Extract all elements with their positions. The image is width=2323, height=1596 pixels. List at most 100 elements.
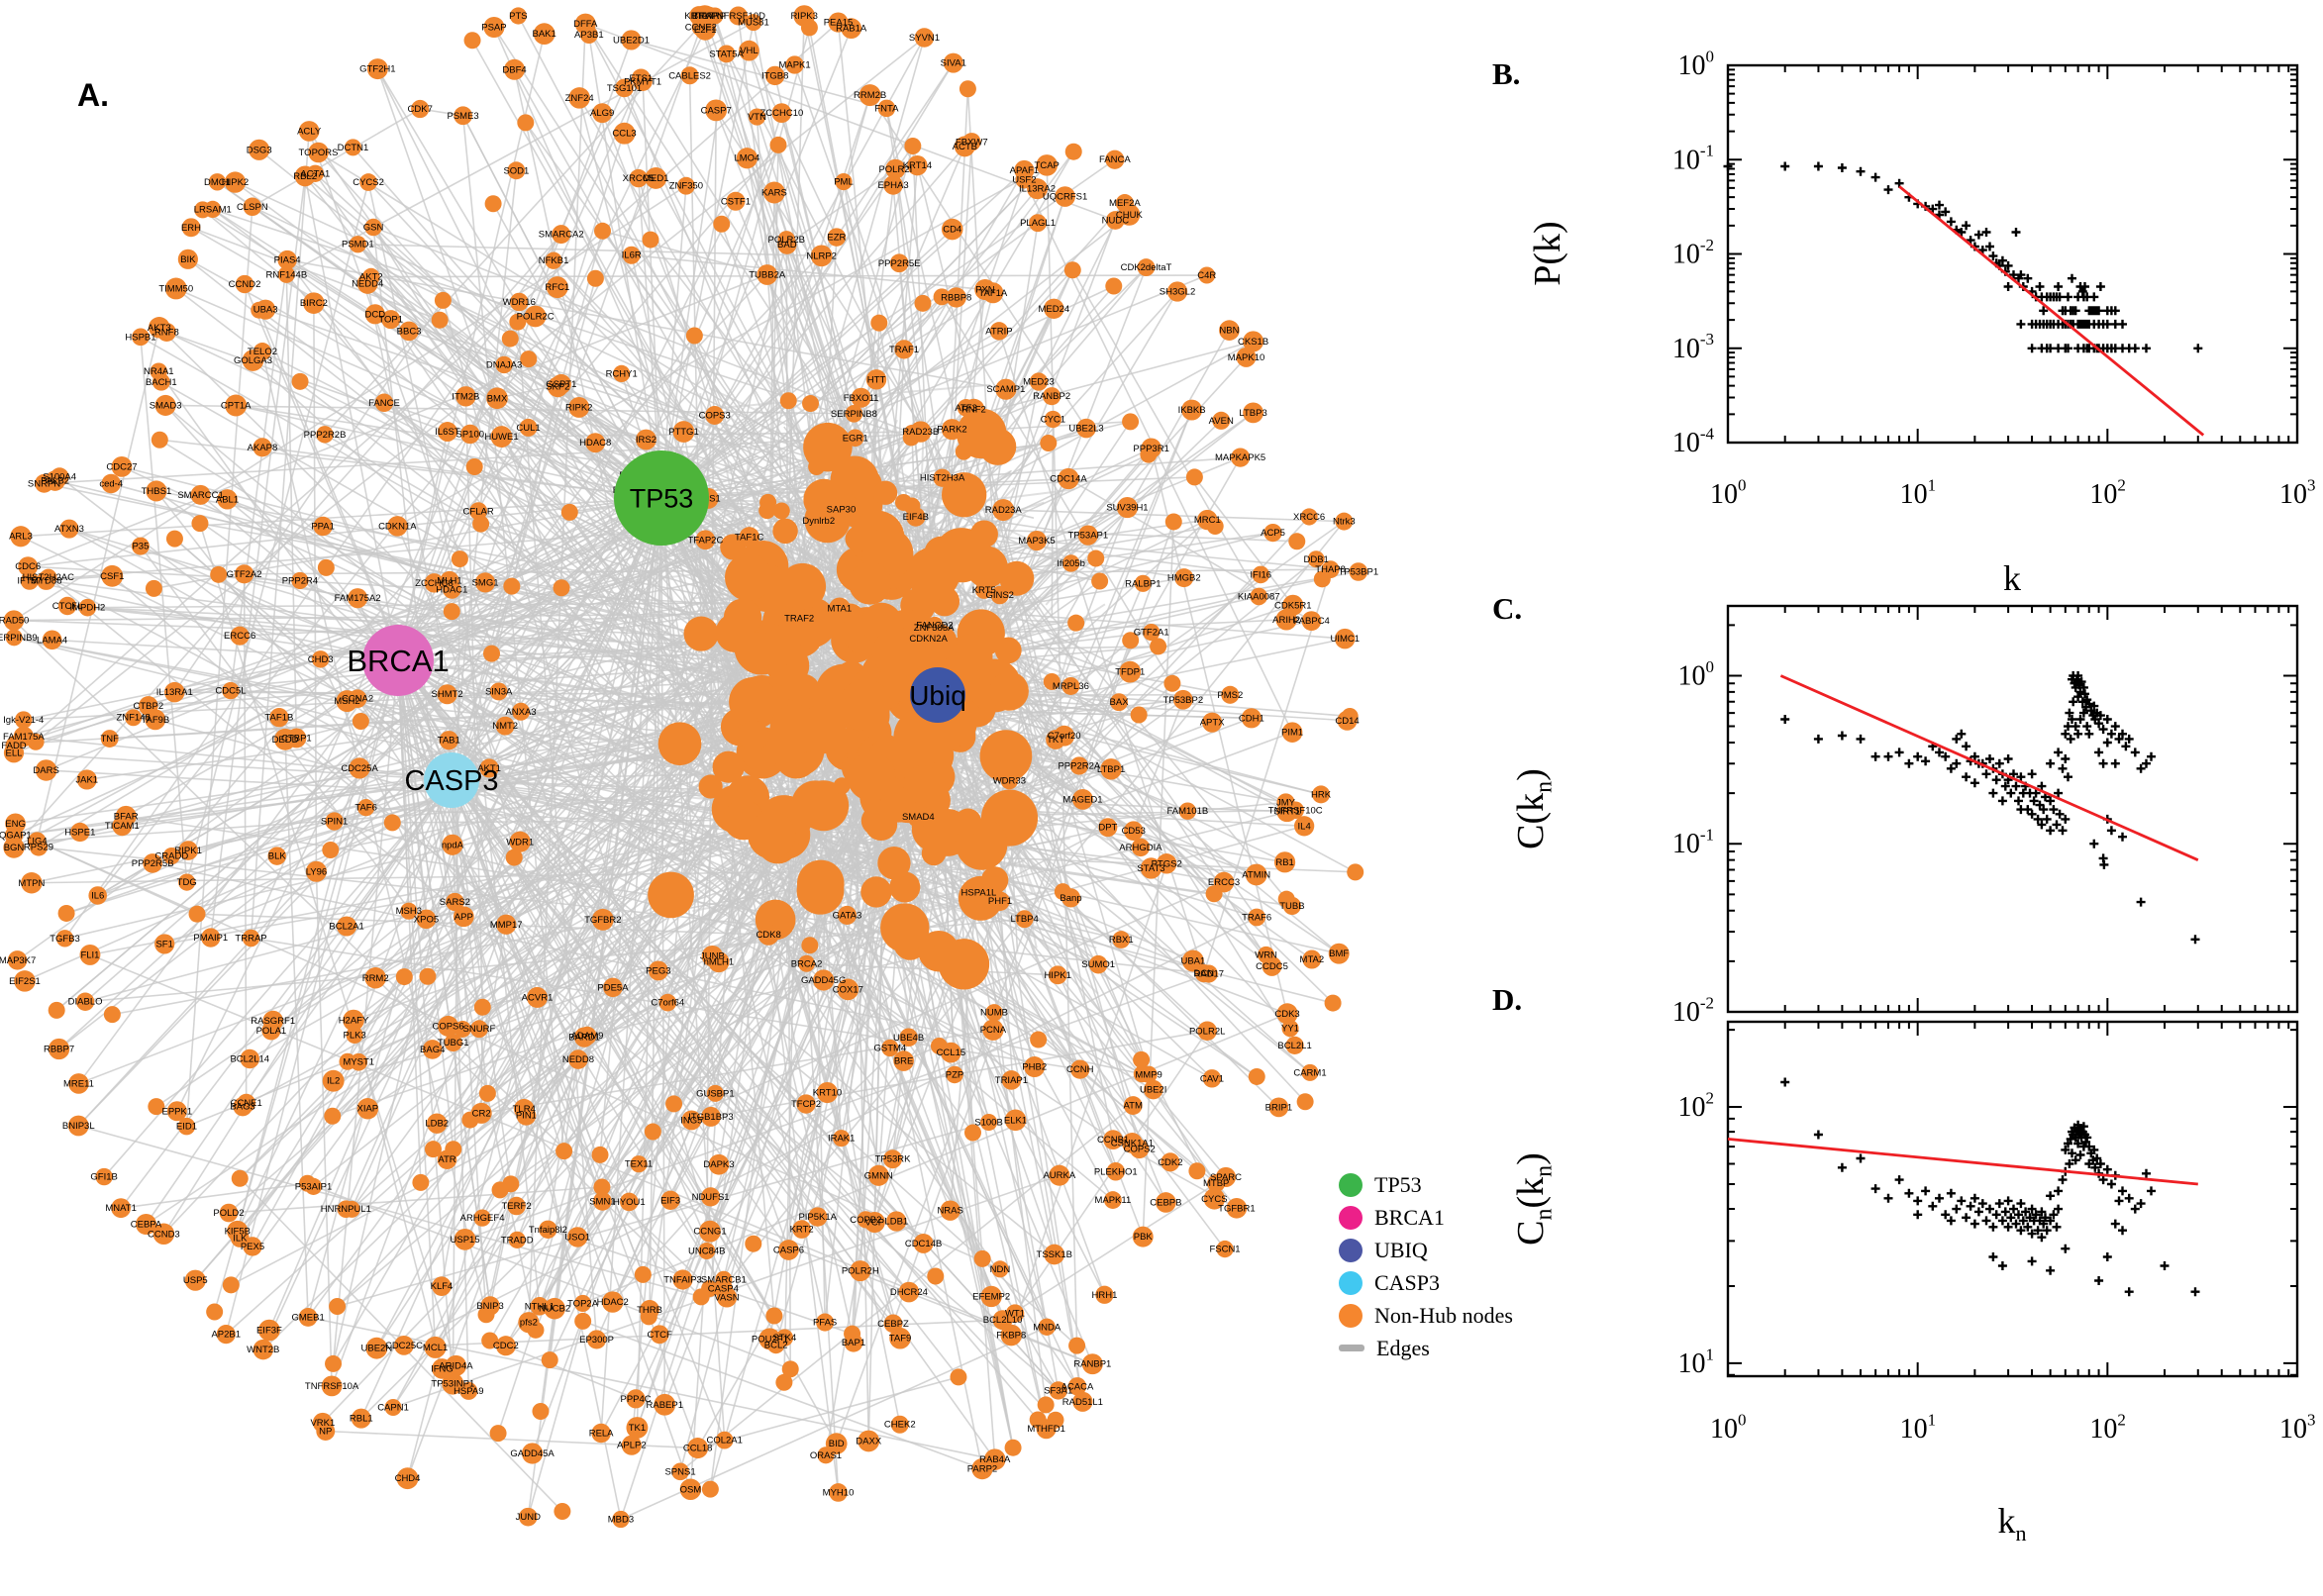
node-label: BAK1	[532, 29, 556, 40]
network-edge	[620, 719, 884, 1520]
node-label: TICAM1	[105, 821, 140, 832]
node-label: XPO5	[414, 914, 439, 925]
node-label: ACLY	[297, 126, 322, 137]
network-node	[1072, 1391, 1093, 1412]
network-node	[424, 573, 445, 593]
node-label: TRAF2	[784, 613, 814, 624]
x-tick-label: 101	[1900, 475, 1937, 510]
network-node	[870, 314, 888, 332]
network-node	[14, 970, 36, 992]
network-node	[1276, 1003, 1298, 1025]
node-label: VHL	[740, 46, 758, 56]
network-node	[365, 1337, 388, 1359]
network-node	[346, 1026, 363, 1045]
node-label: CCDC5	[1256, 961, 1288, 972]
node-label: ANXA3	[505, 707, 536, 718]
network-node	[230, 626, 250, 646]
node-label: HYOU1	[613, 1197, 646, 1208]
network-node	[184, 1269, 206, 1291]
network-node	[1004, 1439, 1022, 1456]
node-label: TAF6	[354, 803, 377, 814]
network-node	[991, 1260, 1009, 1278]
node-label: ZCCHC10	[759, 108, 803, 119]
network-node	[1277, 890, 1295, 908]
network-node	[541, 1351, 558, 1369]
node-label: CDKN1A	[378, 521, 417, 532]
node-label: CTCFL	[52, 601, 83, 612]
node-label: NFKB1	[539, 255, 569, 266]
network-node	[222, 1276, 240, 1294]
network-edge	[257, 309, 453, 781]
network-edge	[51, 639, 399, 661]
node-label: BAD	[777, 240, 797, 250]
network-node	[1243, 331, 1264, 352]
node-label: RNF2	[961, 405, 986, 416]
network-node	[1103, 1191, 1122, 1209]
fit-line	[1898, 185, 2205, 437]
node-label: SYVN1	[909, 33, 940, 44]
network-node	[7, 950, 28, 970]
network-node	[963, 1124, 981, 1142]
node-swatch-icon	[1339, 1205, 1363, 1230]
network-edge	[525, 122, 1114, 1201]
node-label: CLSPN	[237, 202, 268, 213]
y-axis-title: P(k)	[1527, 221, 1568, 285]
network-node	[1029, 372, 1049, 391]
network-node	[672, 421, 695, 443]
node-label: CCNB1	[1097, 1135, 1129, 1146]
node-label: CASP7	[701, 105, 732, 116]
node-label: PTGS2	[1152, 858, 1182, 869]
network-edge	[397, 33, 546, 661]
node-label: PKMYT1	[624, 76, 661, 87]
network-node	[507, 161, 526, 180]
network-node	[37, 570, 56, 590]
network-node	[361, 267, 380, 286]
node-label: CD53	[1122, 826, 1146, 837]
network-edge	[540, 497, 662, 1412]
network-edge	[660, 341, 1254, 499]
node-label: TNFRSF10A	[305, 1381, 359, 1392]
node-label: CCNE1	[231, 1098, 262, 1109]
network-node	[715, 1431, 734, 1449]
network-node	[305, 860, 327, 882]
network-node	[316, 426, 334, 444]
node-label: GTF2H1	[359, 64, 395, 75]
network-node	[306, 164, 325, 182]
node-label: RAD23A	[985, 505, 1023, 516]
node-label: RAB4A	[979, 1454, 1011, 1465]
network-node	[1044, 410, 1062, 429]
network-node	[556, 1143, 573, 1160]
node-label: E2F1	[694, 25, 717, 36]
network-node	[700, 1187, 721, 1207]
network-node	[303, 292, 325, 314]
node-label: RBX1	[1109, 935, 1134, 946]
network-node	[941, 419, 963, 441]
node-label: MYH10	[823, 1487, 855, 1498]
node-label: ARHGDIA	[1119, 843, 1162, 853]
network-node	[567, 1227, 588, 1247]
network-node	[100, 730, 119, 748]
network-node	[18, 556, 39, 577]
node-label: BACH1	[146, 377, 177, 388]
node-label: NEDD4	[352, 278, 383, 289]
network-node	[955, 443, 972, 460]
node-label: TFAP2C	[687, 535, 723, 546]
network-edge	[145, 779, 453, 1225]
network-node	[816, 1081, 839, 1104]
network-edge	[29, 579, 399, 661]
network-node	[1205, 885, 1223, 903]
node-label: AKT2	[359, 272, 383, 283]
network-node	[1024, 1056, 1046, 1078]
node-label: IL6ST	[435, 427, 460, 438]
network-node	[545, 251, 562, 269]
network-node	[615, 78, 634, 98]
network-node	[745, 1235, 762, 1252]
network-edge	[372, 226, 913, 435]
node-label: RRM2	[362, 973, 389, 984]
node-label: CYCS	[1201, 1194, 1227, 1205]
network-node	[579, 26, 598, 45]
network-edge	[783, 856, 797, 1383]
network-node	[511, 702, 531, 721]
x-tick-label: 101	[1900, 1410, 1937, 1445]
node-label: MMP17	[490, 920, 523, 931]
